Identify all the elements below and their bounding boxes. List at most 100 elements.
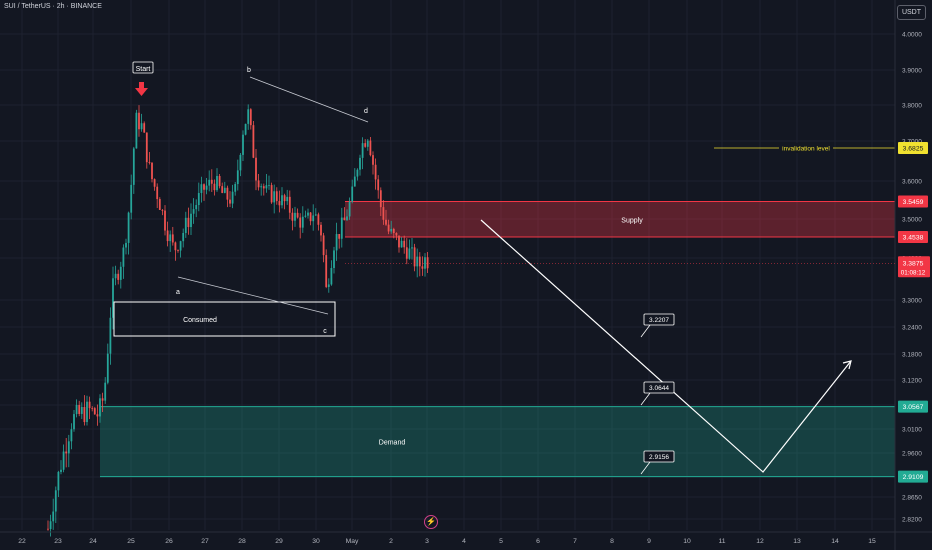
candle-body (387, 224, 390, 232)
price-tag (898, 470, 928, 483)
candle-body (278, 201, 281, 206)
candle-body (197, 193, 200, 206)
target-label: 2.9156 (649, 454, 669, 461)
price-tick-label: 3.8000 (902, 103, 922, 110)
candle-body (257, 180, 260, 188)
candle-body (86, 401, 88, 423)
candle-body (96, 414, 99, 417)
time-axis[interactable]: 22 23 24 25 26 27 28 29 30 May 2 3 4 5 6 7 8 9 10 11 12 13 14 1… (0, 531, 932, 545)
symbol-title[interactable]: SUI / TetherUS · 2h · BINANCE (4, 3, 102, 10)
price-axis[interactable]: 4.00003.90003.80003.70003.60003.50003.40… (345, 0, 932, 550)
candle-body (117, 273, 120, 280)
time-tick-label: 29 (275, 538, 283, 545)
candle-body (135, 112, 138, 149)
candles (47, 104, 429, 537)
time-tick-label: 26 (165, 538, 173, 545)
price-tick-label: 3.3000 (902, 298, 922, 305)
candle-body (192, 209, 195, 214)
candle-body (346, 216, 348, 221)
candle-body (104, 382, 107, 401)
candle-body (158, 199, 161, 210)
candle-body (166, 230, 169, 242)
candle-body (416, 256, 419, 267)
chart-grid (0, 0, 895, 530)
candle-body (148, 162, 151, 163)
candle-body (260, 186, 263, 188)
price-tick-label: 3.2400 (902, 325, 922, 332)
candle-body (200, 184, 203, 194)
lightning-icon[interactable]: ⚡ (424, 515, 438, 529)
candle-body (49, 521, 52, 530)
candle-body (301, 216, 304, 228)
candle-body (400, 240, 403, 248)
invalidation-label: invalidation level (782, 146, 830, 153)
time-tick-label: 12 (756, 538, 764, 545)
candle-body (304, 215, 307, 217)
price-tag-label: 3.4538 (903, 235, 924, 242)
time-tick-label: 8 (610, 538, 614, 545)
candle-body (75, 404, 78, 415)
candle-body (382, 207, 385, 220)
candle-body (244, 123, 247, 135)
candle-body (270, 185, 273, 203)
time-tick-label: 4 (462, 538, 466, 545)
time-tick-label: 30 (312, 538, 320, 545)
time-tick-label: 22 (18, 538, 26, 545)
line-b-d (249, 76, 369, 123)
candle-body (242, 134, 244, 155)
candle-body (221, 186, 224, 193)
candle-body (190, 213, 192, 228)
candle-body (374, 164, 377, 180)
candle-body (67, 441, 70, 454)
candle-body (106, 353, 109, 383)
candle-body (343, 217, 346, 221)
currency-button[interactable]: USDT (896, 5, 926, 20)
candle-body (184, 217, 187, 233)
candle-body (52, 511, 55, 522)
last-price-countdown: 01:08:12 (901, 269, 926, 276)
candle-body (327, 284, 330, 287)
time-tick-label: 10 (683, 538, 691, 545)
candle-body (109, 317, 112, 354)
price-tag (898, 142, 928, 154)
target-pointer (640, 461, 651, 475)
price-tag (898, 195, 928, 208)
target-box (643, 450, 675, 463)
candle-body (281, 195, 283, 206)
candle-body (405, 247, 408, 259)
time-tick-label: 13 (793, 538, 801, 545)
candle-body (205, 185, 208, 190)
time-tick-label: 6 (536, 538, 540, 545)
price-tag-label: 3.0567 (903, 404, 924, 411)
candle-body (348, 201, 351, 217)
candle-body (151, 162, 153, 180)
candle-body (60, 469, 62, 472)
zones: Supply Demand (100, 201, 895, 478)
candle-body (408, 248, 411, 259)
candle-body (114, 273, 117, 279)
point-label-a: a (176, 289, 180, 296)
candle-body (398, 235, 400, 248)
time-tick-label: 24 (89, 538, 97, 545)
candle-body (138, 112, 140, 130)
candle-body (317, 214, 320, 225)
candle-body (179, 241, 182, 251)
last-price-value: 3.3875 (903, 260, 924, 267)
candle-body (169, 234, 172, 242)
candle-body (226, 187, 229, 200)
candle-body (101, 398, 104, 401)
time-tick-label: 25 (127, 538, 135, 545)
time-tick-label: 14 (831, 538, 839, 545)
price-tick-label: 3.6000 (902, 179, 922, 186)
candle-body (309, 212, 312, 222)
candle-body (364, 143, 367, 147)
candle-body (330, 268, 333, 285)
candle-body (62, 451, 65, 470)
candle-body (130, 184, 133, 213)
candle-body (333, 250, 335, 269)
candle-body (234, 184, 237, 192)
candle-body (54, 490, 57, 512)
target-box (643, 313, 675, 326)
candle-body (112, 278, 114, 318)
